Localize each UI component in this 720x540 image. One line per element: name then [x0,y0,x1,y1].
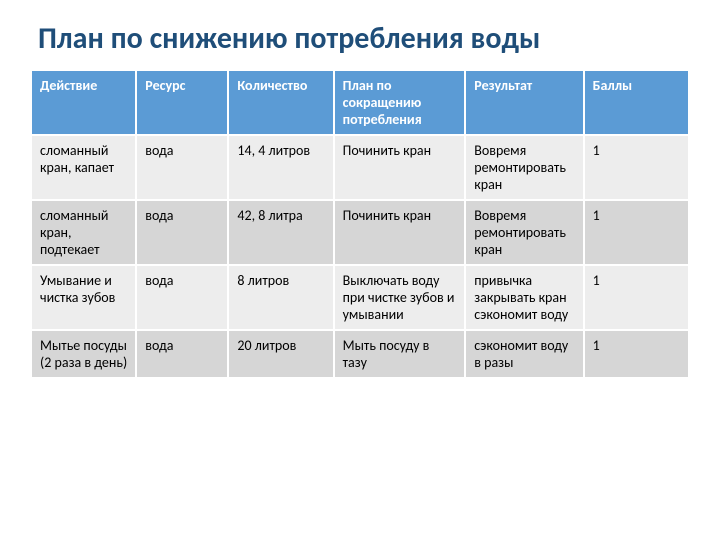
cell-plan: Мыть посуду в тазу [334,330,466,378]
col-header-result: Результат [465,70,583,135]
cell-plan: Выключать воду при чистке зубов и умыван… [334,265,466,330]
cell-resource: вода [136,330,228,378]
cell-quantity: 8 литров [228,265,333,330]
cell-quantity: 14, 4 литров [228,135,333,200]
cell-quantity: 42, 8 литра [228,200,333,265]
cell-points: 1 [584,135,689,200]
table-row: сломанный кран, подтекает вода 42, 8 лит… [31,200,689,265]
col-header-quantity: Количество [228,70,333,135]
cell-action: Умывание и чистка зубов [31,265,136,330]
cell-resource: вода [136,135,228,200]
cell-result: сэкономит воду в разы [465,330,583,378]
cell-plan: Починить кран [334,200,466,265]
col-header-action: Действие [31,70,136,135]
col-header-resource: Ресурс [136,70,228,135]
cell-plan: Починить кран [334,135,466,200]
cell-action: Мытье посуды (2 раза в день) [31,330,136,378]
table-row: Мытье посуды (2 раза в день) вода 20 лит… [31,330,689,378]
water-plan-table: Действие Ресурс Количество План по сокра… [30,69,690,379]
page-title: План по снижению потребления воды [30,20,690,57]
cell-resource: вода [136,265,228,330]
col-header-plan: План по сокращению потребления [334,70,466,135]
cell-action: сломанный кран, подтекает [31,200,136,265]
cell-result: привычка закрывать кран сэкономит воду [465,265,583,330]
cell-resource: вода [136,200,228,265]
table-header-row: Действие Ресурс Количество План по сокра… [31,70,689,135]
table-row: сломанный кран, капает вода 14, 4 литров… [31,135,689,200]
cell-action: сломанный кран, капает [31,135,136,200]
cell-points: 1 [584,330,689,378]
table-row: Умывание и чистка зубов вода 8 литров Вы… [31,265,689,330]
cell-result: Вовремя ремонтировать кран [465,135,583,200]
cell-result: Вовремя ремонтировать кран [465,200,583,265]
cell-quantity: 20 литров [228,330,333,378]
cell-points: 1 [584,265,689,330]
col-header-points: Баллы [584,70,689,135]
cell-points: 1 [584,200,689,265]
